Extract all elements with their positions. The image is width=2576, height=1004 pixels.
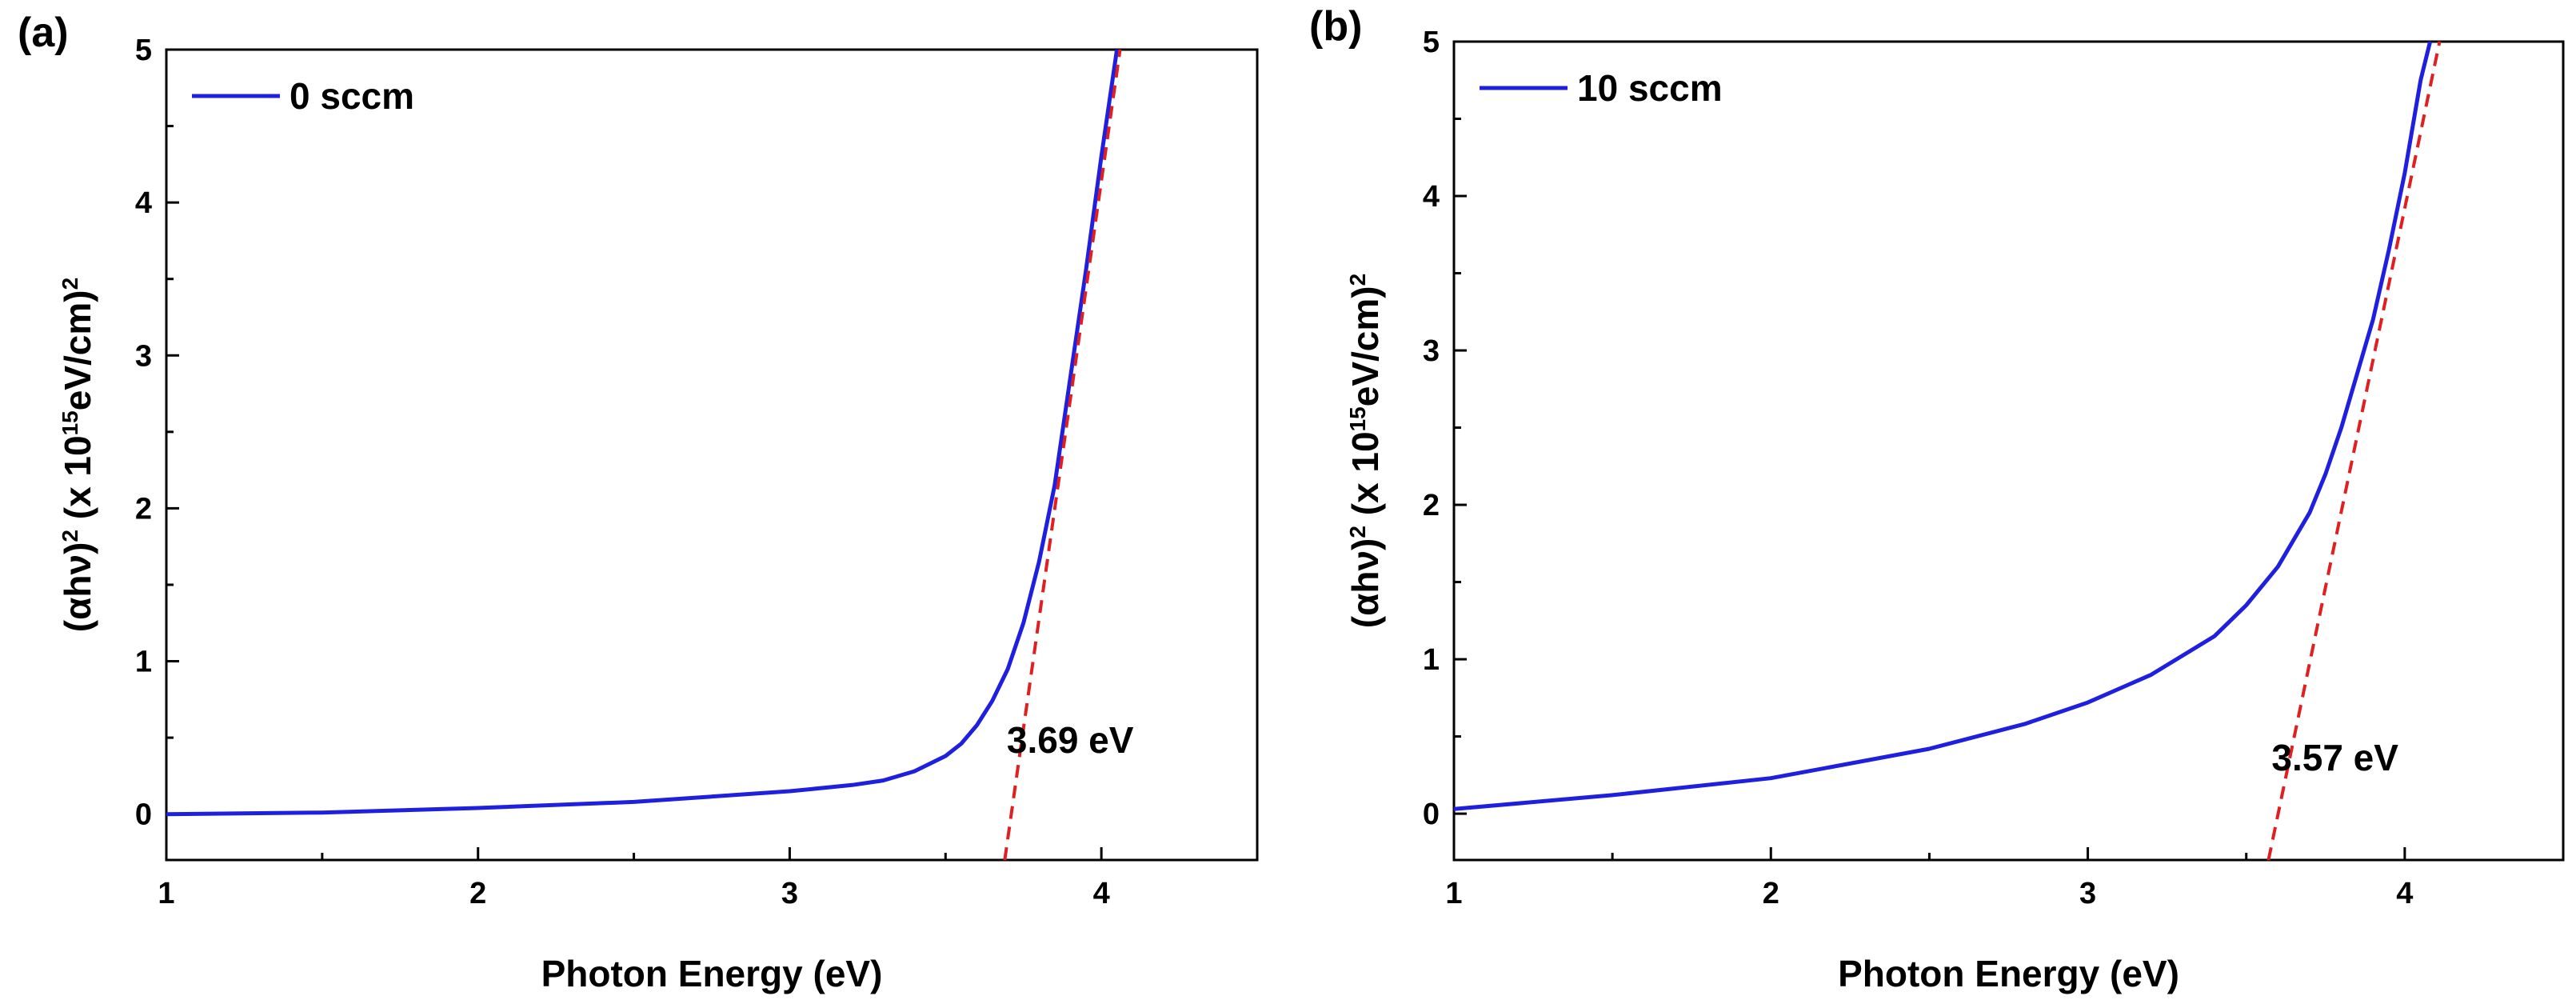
x-axis-title: Photon Energy (eV)	[1838, 953, 2179, 994]
y-tick-label: 3	[1423, 334, 1440, 368]
x-axis-title: Photon Energy (eV)	[541, 953, 883, 994]
bandgap-annotation: 3.57 eV	[2271, 737, 2398, 778]
x-tick-label: 2	[1763, 877, 1779, 910]
chart-panel-1: (a) 1 2 3 4 0 1 2 3 4 5 Photon Energy (eV) (αhν)2 (x…	[18, 10, 1259, 994]
legend-label: 0 sccm	[290, 75, 414, 117]
x-tick-label: 1	[1445, 877, 1462, 910]
x-tick-label: 3	[781, 877, 798, 910]
y-axis-title: (αhν)2 (x 1015eV/cm)2	[57, 278, 98, 632]
y-tick-label: 3	[135, 339, 152, 373]
y-tick-label: 5	[1423, 26, 1440, 59]
panel-label: (a)	[18, 10, 69, 56]
panel-label: (b)	[1309, 3, 1362, 50]
y-axis-title: (αhν)2 (x 1015eV/cm)2	[1344, 274, 1386, 628]
x-tick-label: 4	[1093, 877, 1110, 910]
y-tick-label: 4	[135, 186, 152, 220]
bandgap-annotation: 3.69 eV	[1007, 719, 1134, 761]
y-tick-label: 0	[1423, 798, 1440, 831]
y-tick-label: 2	[1423, 489, 1440, 522]
x-tick-label: 2	[469, 877, 486, 910]
y-tick-label: 2	[135, 492, 152, 526]
legend: 0 sccm	[192, 75, 414, 117]
plot-frame	[1452, 40, 2565, 862]
legend-label: 10 sccm	[1577, 67, 1723, 109]
x-tick-label: 1	[158, 877, 174, 910]
y-tick-label: 4	[1423, 180, 1440, 214]
y-tick-label: 1	[135, 646, 152, 679]
x-tick-label: 4	[2396, 877, 2413, 910]
legend: 10 sccm	[1480, 67, 1723, 109]
series-line-1	[1454, 42, 2433, 811]
series-line-1	[166, 50, 1120, 817]
y-tick-label: 5	[135, 34, 152, 67]
y-tick-label: 0	[135, 798, 152, 832]
plot-frame	[165, 48, 1259, 862]
fit-line	[2266, 42, 2442, 860]
fit-line	[1003, 50, 1122, 860]
x-tick-label: 3	[2079, 877, 2096, 910]
chart-panel-2: (b) 1 2 3 4 0 1 2 3 4 5 Photon Energy (eV) (αhν)2 (x…	[1309, 3, 2565, 994]
y-tick-label: 1	[1423, 643, 1440, 677]
